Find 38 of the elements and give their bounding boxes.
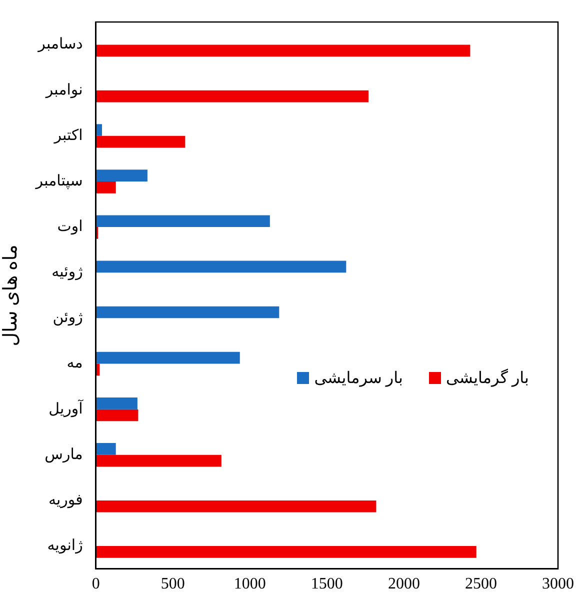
bar	[96, 454, 222, 467]
y-tick-label: مه	[66, 356, 83, 372]
bar	[96, 90, 369, 102]
y-tick-label: ژانویه	[47, 538, 83, 554]
y-tick-label: مارس	[44, 446, 83, 463]
y-tick-label: ژوئیه	[52, 264, 83, 281]
bar	[96, 443, 116, 455]
y-tick-label: ژوئن	[52, 310, 83, 326]
bar	[96, 136, 186, 148]
y-tick-label: آوریل	[48, 398, 84, 418]
bar	[96, 306, 280, 318]
y-tick-label: فوریه	[48, 492, 83, 508]
bar	[96, 500, 376, 512]
bar	[96, 409, 138, 422]
x-tick-label: 2000	[388, 576, 420, 593]
y-axis-title: ماه های سال	[0, 244, 22, 346]
bar	[96, 546, 476, 558]
y-tick-label: اوت	[57, 218, 83, 235]
y-tick-label: نوامبر	[44, 82, 83, 98]
x-tick-label: 0	[92, 576, 100, 593]
bar	[96, 124, 102, 136]
x-tick-label: 500	[160, 576, 185, 593]
x-tick-label: 3000	[542, 576, 574, 593]
legend-label: بار گرمایشی	[446, 368, 529, 388]
bar	[96, 181, 116, 194]
y-tick-label: سپتامبر	[34, 173, 83, 190]
bar	[96, 352, 240, 364]
bar	[96, 170, 148, 182]
y-tick-label: دسامبر	[37, 36, 83, 53]
x-tick-label: 1000	[234, 576, 266, 593]
x-tick-label: 1500	[310, 576, 343, 593]
y-tick-label: اکتبر	[53, 128, 83, 144]
bar	[96, 397, 138, 410]
bar	[96, 260, 346, 273]
bar	[96, 215, 270, 228]
x-tick-label: 2500	[464, 576, 497, 593]
bar	[96, 44, 470, 57]
legend-label: بار سرمایشی	[314, 369, 403, 388]
